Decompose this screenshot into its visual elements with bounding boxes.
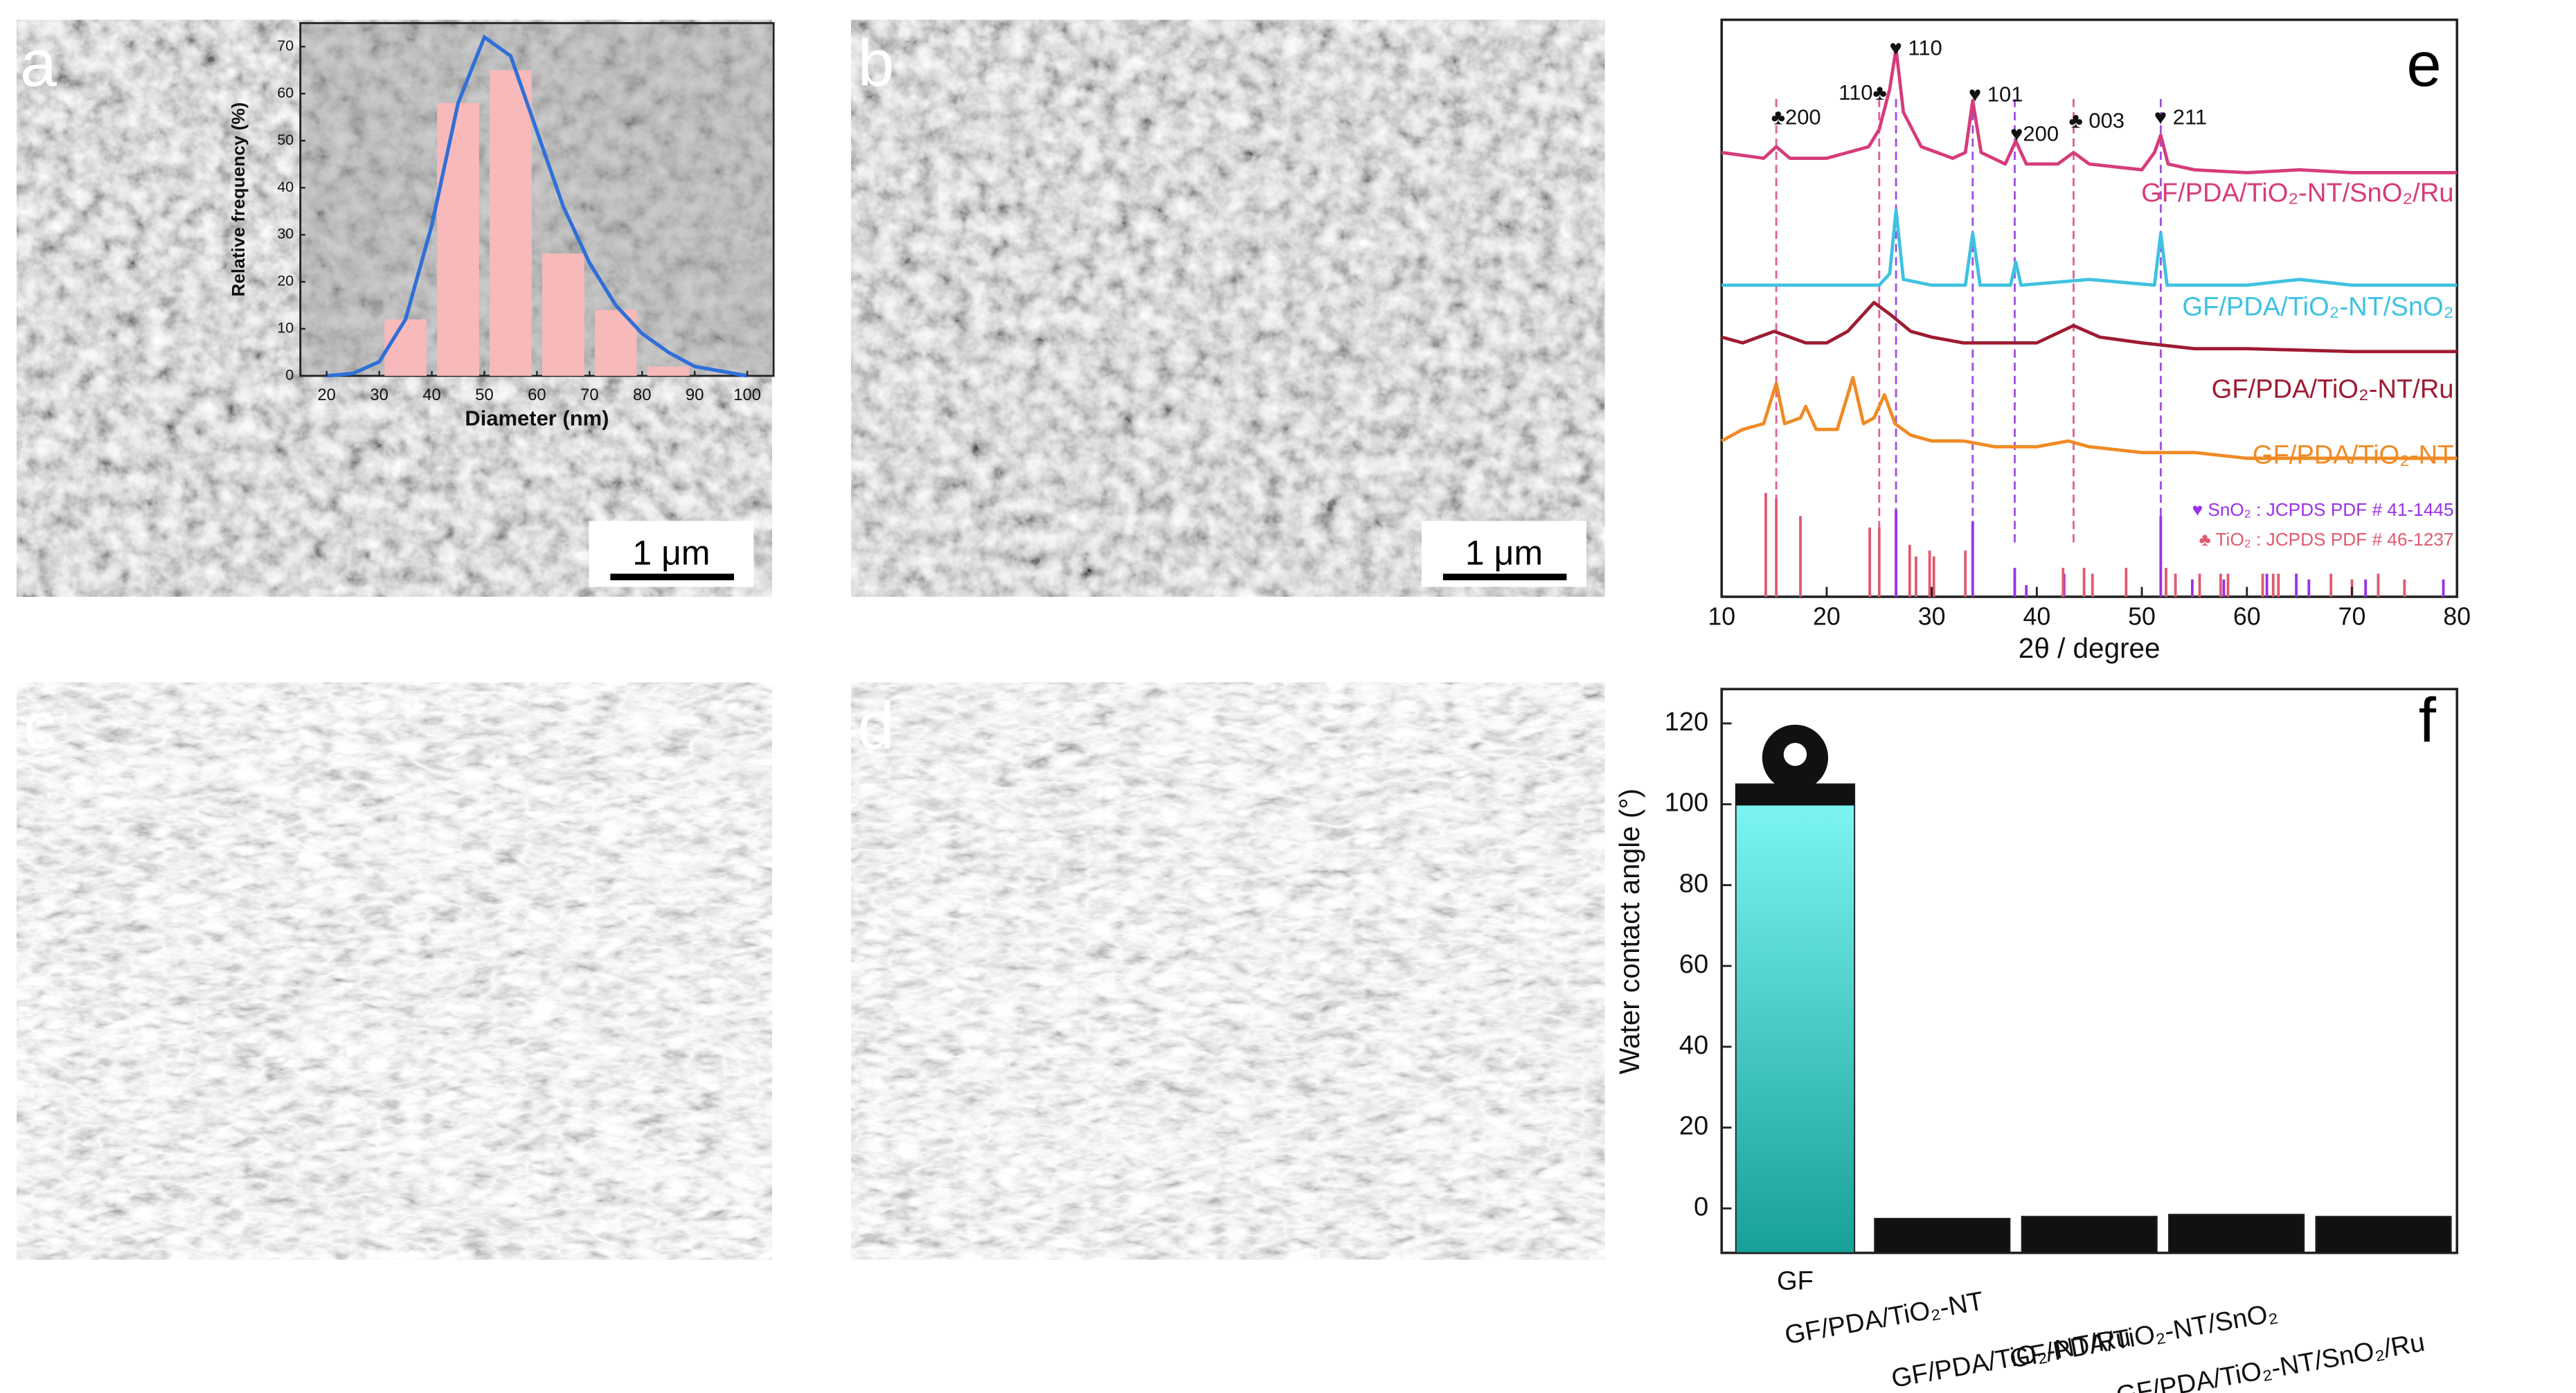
histogram-bar <box>437 102 479 376</box>
y-tick-label: 60 <box>1679 950 1708 979</box>
bar <box>1874 1218 2011 1254</box>
y-tick-label: 10 <box>277 320 294 336</box>
panel-label: d <box>858 690 895 763</box>
x-tick-label: 40 <box>2023 602 2050 630</box>
y-tick-label: 40 <box>1679 1031 1708 1060</box>
x-tick-label: 100 <box>733 386 761 404</box>
legend-entry: ♥ SnO₂ : JCPDS PDF # 41-1445 <box>2192 499 2453 520</box>
xrd-pattern <box>1721 300 2458 354</box>
x-tick-label: 10 <box>1708 602 1735 630</box>
y-tick-label: 40 <box>277 179 294 195</box>
y-tick-label: 120 <box>1665 708 1709 737</box>
sem-image-a <box>17 19 772 597</box>
series-label: GF/PDA/TiO₂-NT/SnO₂ <box>2182 292 2453 321</box>
x-tick-label: 50 <box>2128 602 2156 630</box>
x-tick-label: 30 <box>1918 602 1946 630</box>
x-tick-label: 20 <box>1813 602 1841 630</box>
bar <box>2021 1216 2158 1254</box>
histogram-bar <box>647 366 690 376</box>
bar <box>1735 783 1856 1254</box>
peak-label: ♥200 <box>2010 121 2059 145</box>
y-tick-label: 50 <box>277 132 294 148</box>
x-tick-label: 70 <box>2338 602 2366 630</box>
x-tick-label: GF <box>1777 1267 1814 1296</box>
y-tick-label: 0 <box>285 367 294 384</box>
panel-label: f <box>2419 685 2437 755</box>
panel-label: c <box>24 690 57 763</box>
bar <box>2168 1214 2305 1254</box>
peak-label: ♥ 110 <box>1889 36 1942 60</box>
peak-label: 110♣ <box>1839 80 1887 105</box>
x-tick-label: 20 <box>317 386 335 404</box>
series-label: GF/PDA/TiO₂-NT/Ru <box>2212 375 2454 404</box>
peak-label: ♥ 211 <box>2154 105 2207 129</box>
y-tick-label: 30 <box>277 226 294 242</box>
y-tick-label: 60 <box>277 84 294 101</box>
histogram-bar <box>384 319 427 376</box>
y-tick-label: 0 <box>1694 1192 1708 1221</box>
panel-label: a <box>20 27 57 100</box>
x-tick-label: 80 <box>633 386 651 404</box>
droplet-highlight <box>1783 742 1807 766</box>
peak-label: ♣200 <box>1771 105 1821 129</box>
panel-label: b <box>858 27 895 100</box>
legend-entry: ♣ TiO₂ : JCPDS PDF # 46-1237 <box>2199 529 2453 550</box>
peak-label: ♥ 101 <box>1969 82 2023 106</box>
x-tick-label: 60 <box>528 386 546 404</box>
x-axis-label: 2θ / degree <box>2019 632 2161 664</box>
scale-bar-label: 1 μm <box>632 534 710 573</box>
y-tick-label: 100 <box>1665 789 1709 818</box>
x-tick-label: 90 <box>686 386 704 404</box>
bar <box>2315 1216 2452 1254</box>
histogram-bar <box>490 70 532 376</box>
x-tick-label: GF/PDA/TiO₂-NT <box>1782 1286 1985 1350</box>
xrd-frame <box>1720 18 2458 598</box>
scale-bar-label: 1 μm <box>1465 534 1543 573</box>
sem-image-b <box>851 19 1605 597</box>
peak-label: ♣ 003 <box>2069 108 2125 132</box>
inset-frame <box>299 21 775 377</box>
x-tick-label: 40 <box>422 386 440 404</box>
xrd-pattern <box>1721 375 2458 460</box>
y-axis-label: Relative frequency (%) <box>228 102 249 297</box>
histogram-bar <box>542 253 584 376</box>
xrd-pattern <box>1721 208 2458 287</box>
y-axis-label: Water contact angle (°) <box>1613 789 1645 1075</box>
x-tick-label: 50 <box>475 386 493 404</box>
x-axis-label: Diameter (nm) <box>465 406 609 430</box>
xrd-pattern <box>1721 46 2458 174</box>
y-tick-label: 20 <box>277 273 294 289</box>
y-tick-label: 80 <box>1679 869 1708 898</box>
x-tick-label: 70 <box>580 386 598 404</box>
y-tick-label: 70 <box>277 37 294 54</box>
series-label: GF/PDA/TiO₂-NT/SnO₂/Ru <box>2141 179 2453 208</box>
series-label: GF/PDA/TiO₂-NT <box>2253 441 2453 470</box>
panel-label: e <box>2406 30 2441 100</box>
fit-curve <box>326 34 748 378</box>
y-tick-label: 20 <box>1679 1112 1708 1141</box>
x-tick-label: 80 <box>2443 602 2471 630</box>
x-tick-label: 60 <box>2233 602 2261 630</box>
sem-image-c <box>17 682 772 1260</box>
sem-image-d <box>851 682 1605 1260</box>
x-tick-label: 30 <box>370 386 388 404</box>
